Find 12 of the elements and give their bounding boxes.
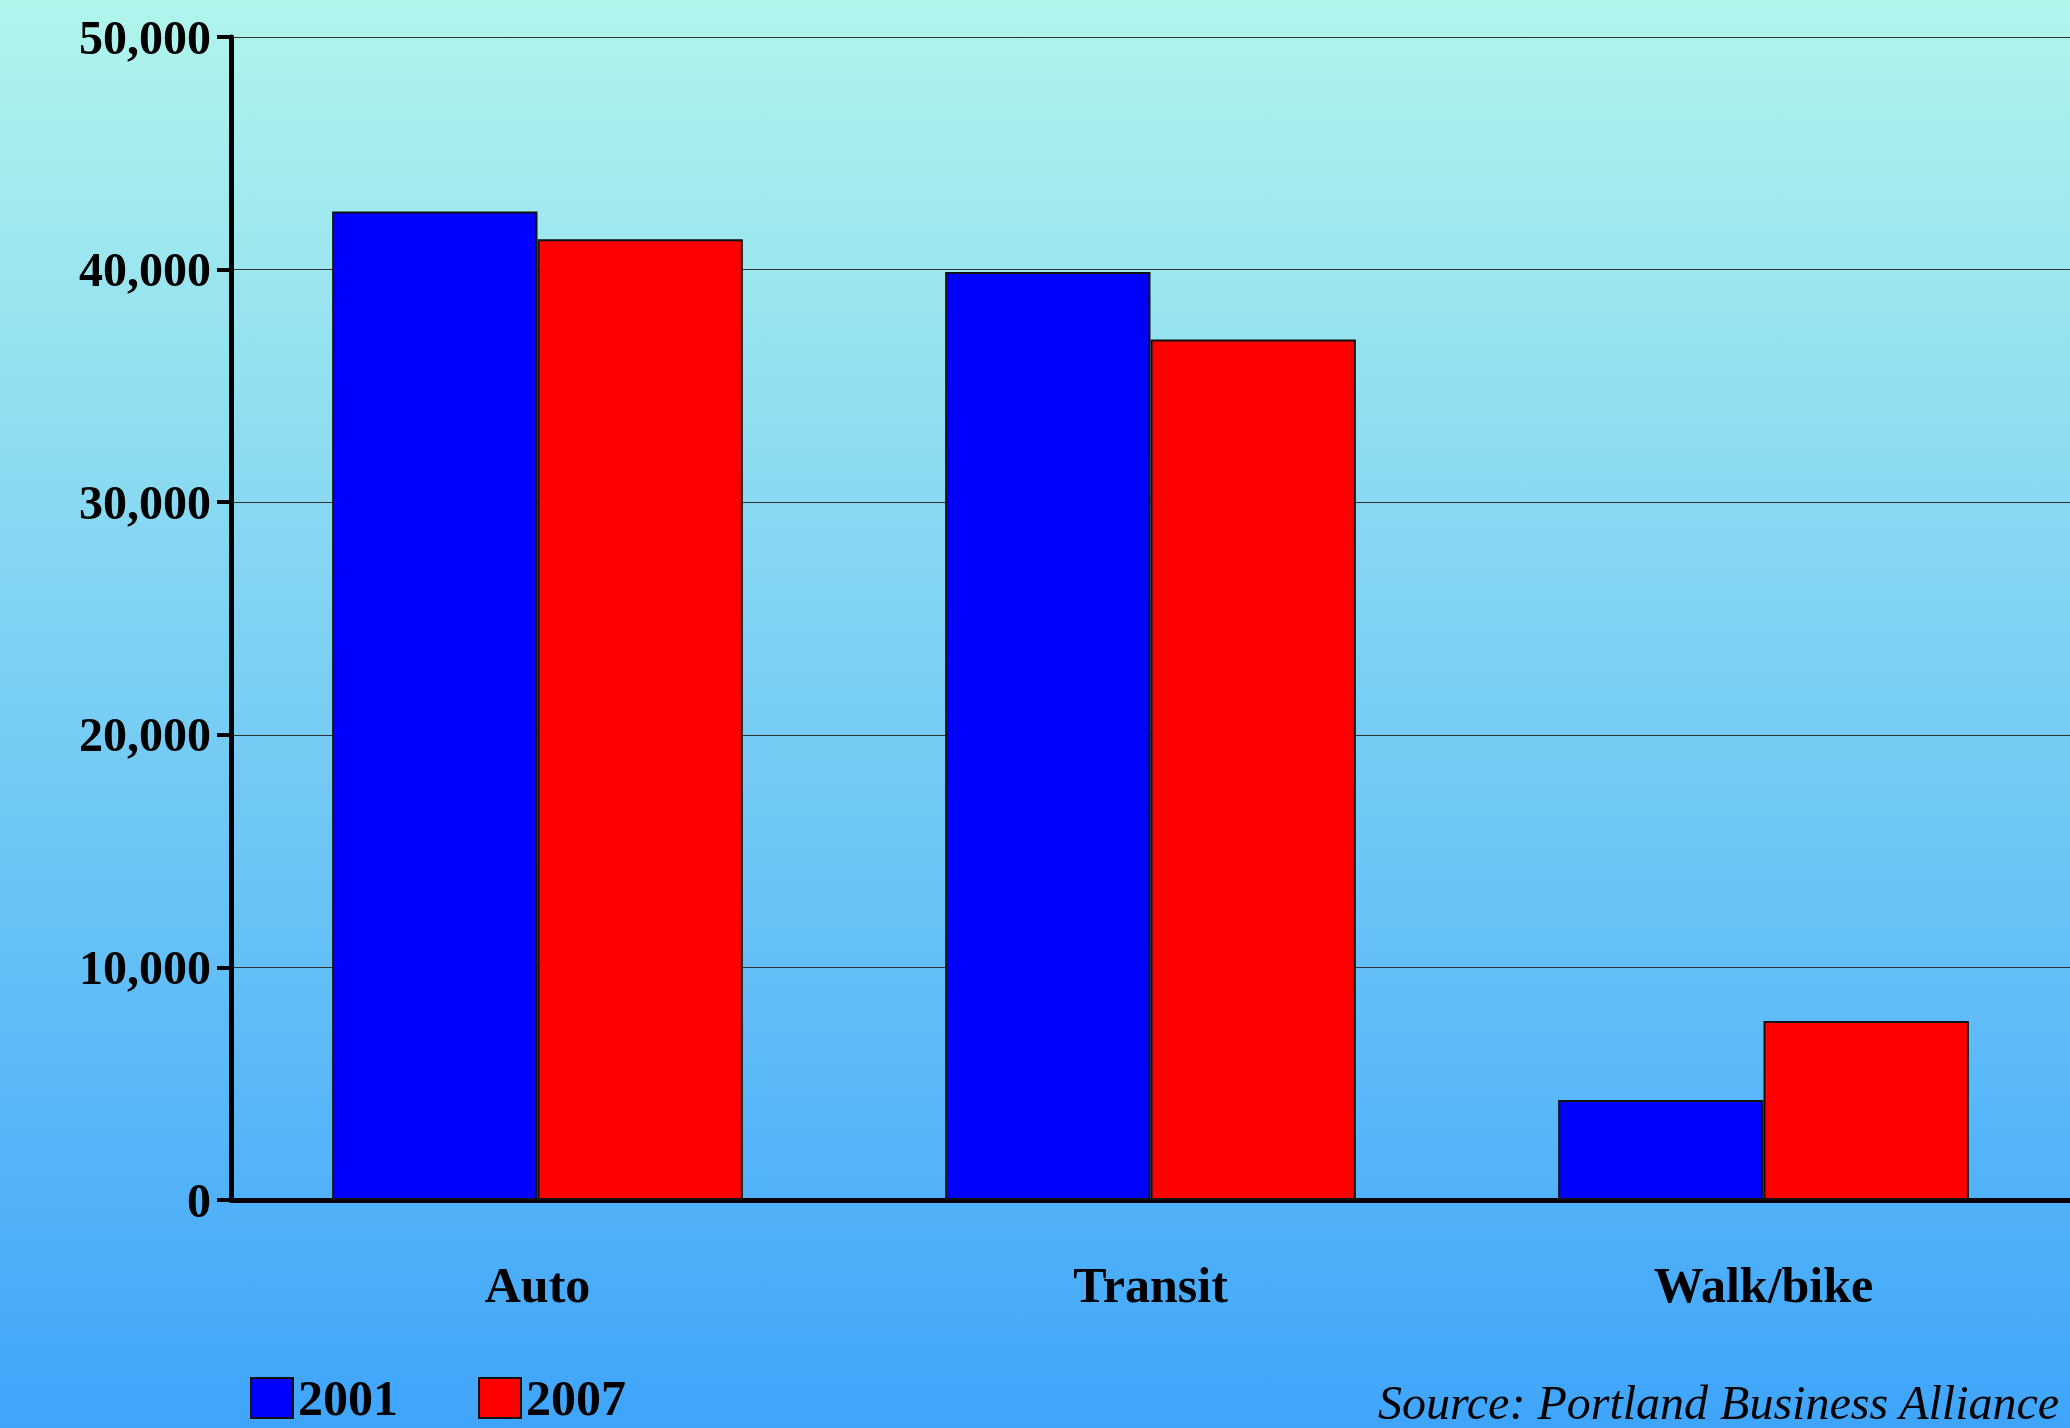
y-tick-label: 30,000	[79, 475, 211, 529]
x-tick-label: Transit	[1073, 1257, 1229, 1313]
y-tick-label: 40,000	[79, 243, 211, 297]
y-tick-label: 50,000	[79, 10, 211, 64]
y-tick-label: 20,000	[79, 708, 211, 762]
y-tick-label: 0	[187, 1173, 211, 1227]
x-tick-label: Auto	[484, 1257, 591, 1313]
x-tick-label: Walk/bike	[1653, 1257, 1874, 1313]
y-tick-label: 10,000	[79, 940, 211, 994]
legend-label: 2001	[298, 1370, 398, 1426]
source-note: Source: Portland Business Alliance	[1377, 1375, 2060, 1428]
legend-label: 2007	[526, 1370, 626, 1426]
